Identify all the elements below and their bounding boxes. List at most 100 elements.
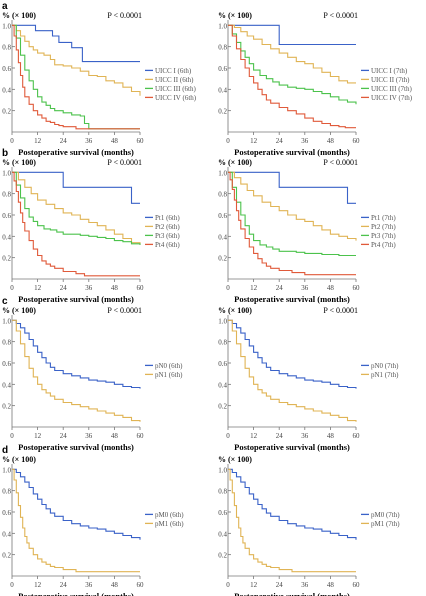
y-tick-label: 0.4 (218, 530, 227, 538)
y-tick-label: 0.8 (2, 339, 11, 347)
x-tick-label: 48 (327, 581, 335, 589)
x-tick-label: 24 (276, 432, 284, 440)
x-tick-label: 12 (34, 284, 42, 292)
x-tick-label: 60 (137, 284, 145, 292)
y-tick-label: 0.6 (2, 360, 11, 368)
x-tick-label: 60 (353, 432, 361, 440)
p-value: P < 0.0001 (323, 158, 358, 167)
x-tick-label: 0 (10, 581, 14, 589)
series-line-4 (228, 171, 356, 276)
panel-letter: c (2, 296, 8, 307)
x-tick-label: 36 (301, 137, 309, 145)
legend-label: Pt1 (6th) (155, 214, 180, 222)
legend-label: pM0 (6th) (155, 511, 184, 519)
y-tick-label: 0.2 (2, 255, 11, 263)
y-tick-label: 1.0 (2, 22, 11, 30)
series-line-2 (228, 319, 357, 422)
legend-label: UICC I (6th) (155, 67, 192, 75)
x-tick-label: 24 (276, 581, 284, 589)
legend-label: Pt4 (7th) (371, 241, 396, 249)
x-axis-label: Postoperative survival (months) (234, 147, 350, 157)
legend-label: UICC II (6th) (155, 76, 194, 84)
series-line-2 (228, 468, 356, 573)
x-axis-label: Postoperative survival (months) (18, 147, 134, 157)
p-value: P < 0.0001 (323, 11, 358, 20)
y-tick-label: 0.6 (2, 212, 11, 220)
y-tick-label: 0.6 (2, 65, 11, 73)
x-tick-label: 12 (250, 581, 258, 589)
chart-panel-8: % (× 100) 0.2 0.4 0.6 0.8 1.0 0 12 24 36 48 60Posto… (218, 455, 400, 596)
y-tick-label: 0.2 (2, 403, 11, 411)
y-tick-label: 0.6 (218, 509, 227, 517)
y-tick-label: 0.8 (2, 488, 11, 496)
series-line-1 (228, 24, 356, 46)
y-axis-label: % (× 100) (218, 455, 252, 464)
x-tick-label: 60 (137, 137, 145, 145)
legend-label: pM1 (7th) (371, 520, 400, 528)
x-tick-label: 24 (60, 284, 68, 292)
x-tick-label: 36 (85, 432, 93, 440)
x-tick-label: 36 (85, 137, 93, 145)
y-tick-label: 0.4 (2, 530, 11, 538)
legend-label: Pt2 (7th) (371, 223, 396, 231)
y-tick-label: 0.8 (218, 339, 227, 347)
x-tick-label: 24 (60, 137, 68, 145)
x-tick-label: 0 (10, 137, 14, 145)
y-tick-label: 1.0 (218, 317, 227, 325)
series-line-2 (12, 468, 140, 573)
p-value: P < 0.0001 (323, 306, 358, 315)
series-line-4 (228, 24, 356, 129)
p-value: P < 0.0001 (107, 306, 142, 315)
y-axis-label: % (× 100) (218, 11, 252, 20)
series-line-1 (12, 468, 141, 540)
y-tick-label: 0.6 (218, 65, 227, 73)
legend-label: Pt1 (7th) (371, 214, 396, 222)
legend-label: UICC II (7th) (371, 76, 410, 84)
series-line-3 (12, 24, 140, 130)
x-axis-label: Postoperative survival (months) (234, 294, 350, 304)
x-tick-label: 36 (85, 581, 93, 589)
legend-label: Pt3 (7th) (371, 232, 396, 240)
y-tick-label: 0.6 (218, 360, 227, 368)
chart-panel-3: b% (× 100) P < 0.0001 0.2 0.4 0.6 0.8 1.0 0 12 24… (2, 148, 180, 304)
x-tick-label: 36 (301, 284, 309, 292)
y-tick-label: 1.0 (2, 169, 11, 177)
y-tick-label: 0.2 (2, 552, 11, 560)
y-tick-label: 1.0 (218, 169, 227, 177)
chart-panel-5: c% (× 100) P < 0.0001 0.2 0.4 0.6 0.8 1.0 0 12 24… (2, 296, 183, 452)
legend-label: Pt3 (6th) (155, 232, 180, 240)
y-tick-label: 0.4 (218, 233, 227, 241)
x-tick-label: 60 (353, 581, 361, 589)
y-axis-label: % (× 100) (218, 158, 252, 167)
x-tick-label: 0 (10, 432, 14, 440)
x-tick-label: 48 (327, 284, 335, 292)
x-tick-label: 12 (250, 284, 258, 292)
y-tick-label: 1.0 (218, 466, 227, 474)
y-tick-label: 0.4 (2, 86, 11, 94)
legend-label: UICC I (7th) (371, 67, 408, 75)
x-tick-label: 36 (85, 284, 93, 292)
y-tick-label: 0.8 (2, 191, 11, 199)
x-tick-label: 12 (34, 137, 42, 145)
y-axis-label: % (× 100) (218, 306, 252, 315)
x-tick-label: 60 (137, 432, 145, 440)
series-line-1 (12, 319, 141, 389)
chart-panel-1: a% (× 100) P < 0.0001 0.2 0.4 0.6 0.8 1.0 0 12 24… (2, 1, 197, 157)
legend-label: Pt4 (6th) (155, 241, 180, 249)
x-axis-label: Postoperative survival (months) (18, 294, 134, 304)
x-tick-label: 12 (250, 432, 258, 440)
x-tick-label: 24 (276, 284, 284, 292)
x-tick-label: 0 (226, 137, 230, 145)
legend-label: UICC III (7th) (371, 85, 412, 93)
series-line-2 (12, 171, 141, 245)
series-line-3 (12, 171, 141, 245)
x-tick-label: 36 (301, 432, 309, 440)
x-tick-label: 24 (60, 432, 68, 440)
p-value: P < 0.0001 (107, 158, 142, 167)
y-tick-label: 0.2 (218, 108, 227, 116)
series-line-2 (12, 319, 141, 422)
series-line-3 (228, 171, 356, 257)
panel-letter: d (2, 445, 8, 456)
legend-label: UICC III (6th) (155, 85, 196, 93)
